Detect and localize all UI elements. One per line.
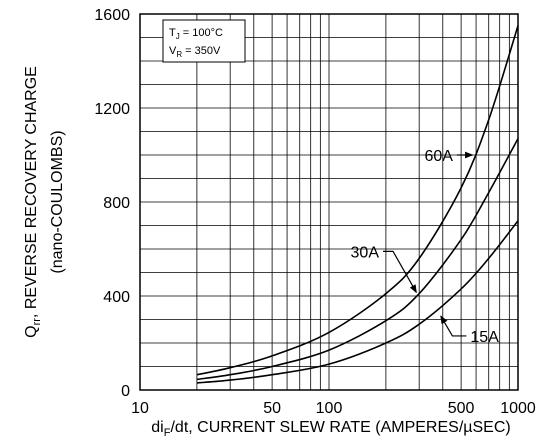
condition-voltage: VR = 350V (169, 45, 221, 59)
annotation-arrow-30a (383, 250, 417, 294)
series-group (196, 25, 519, 384)
annotation-group: 60A 30A 15A (351, 148, 500, 346)
series-line-15a (196, 220, 519, 384)
condition-temperature: TJ = 100°C (169, 27, 223, 41)
y-axis-ticks: 0 400 800 1200 1600 (94, 7, 130, 400)
plot-frame (139, 13, 519, 391)
series-line-30a (196, 138, 519, 381)
x-tick-label: 10 (131, 400, 149, 417)
y-tick-label: 400 (103, 289, 130, 306)
conditions-frame (162, 19, 246, 63)
y-tick-label: 1600 (94, 7, 130, 24)
series-label-15a: 15A (470, 329, 499, 346)
plot-grid (140, 14, 518, 390)
series-label-30a: 30A (351, 244, 380, 261)
series-line-60a (196, 25, 519, 376)
y-axis-title: Qrr, REVERSE RECOVERY CHARGE (23, 66, 43, 338)
x-tick-label: 100 (316, 400, 343, 417)
x-tick-label: 500 (448, 400, 475, 417)
x-tick-label: 1000 (500, 400, 536, 417)
conditions-box: TJ = 100°C VR = 350V (162, 19, 246, 63)
y-axis-subtitle: (nano-COULOMBS) (49, 130, 66, 273)
y-tick-label: 800 (103, 195, 130, 212)
y-tick-label: 0 (121, 383, 130, 400)
series-label-60a: 60A (424, 148, 453, 165)
annotation-arrow-15a (440, 315, 467, 337)
x-tick-label: 50 (263, 400, 281, 417)
y-tick-label: 1200 (94, 101, 130, 118)
x-axis-title: diF/dt, CURRENT SLEW RATE (AMPERES/µSEC) (151, 419, 510, 439)
x-axis-ticks: 10 50 100 500 1000 (131, 400, 536, 417)
